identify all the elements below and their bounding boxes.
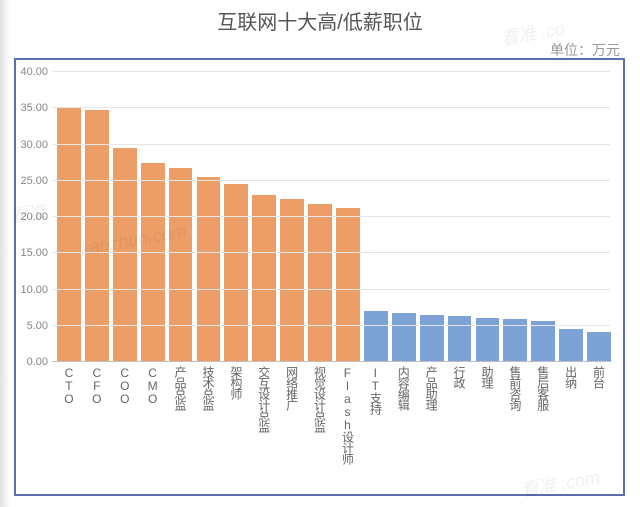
gridline [52, 325, 610, 326]
x-tick-label: CMO [146, 366, 160, 405]
chart-title: 互联网十大高/低薪职位 [0, 6, 640, 35]
x-tick-label: CFO [90, 366, 104, 405]
x-tick-label: 行政 [451, 366, 468, 388]
x-tick-label: 前台 [591, 366, 608, 388]
x-tick-label: 网络推广 [284, 366, 301, 410]
x-tick-label: 产品助理 [423, 366, 440, 410]
bars-container [52, 72, 610, 362]
bar [280, 199, 304, 362]
x-tick-label: 出纳 [563, 366, 580, 388]
x-tick-label: 交互设计总监 [256, 366, 273, 432]
y-tick-label: 0.00 [27, 356, 52, 368]
gridline [52, 289, 610, 290]
x-tick-label: Flash设计师 [339, 366, 356, 464]
plot-area: 0.005.0010.0015.0020.0025.0030.0035.0040… [52, 72, 610, 362]
y-tick-label: 5.00 [27, 320, 52, 332]
gridline [52, 71, 610, 72]
bar [448, 316, 472, 362]
x-tick-label: 售后客服 [535, 366, 552, 410]
gridline [52, 252, 610, 253]
y-tick-label: 15.00 [20, 247, 52, 259]
bar [559, 329, 583, 362]
x-tick-label: CTO [62, 366, 76, 405]
bar [531, 321, 555, 362]
y-tick-label: 40.00 [20, 66, 52, 78]
gridline [52, 107, 610, 108]
bar [392, 313, 416, 362]
left-shadow [0, 0, 10, 507]
bar [224, 184, 248, 362]
x-tick-label: COO [118, 366, 132, 405]
gridline [52, 144, 610, 145]
y-tick-label: 10.00 [20, 284, 52, 296]
x-tick-label: 内容编辑 [395, 366, 412, 410]
unit-label: 单位：万元 [550, 40, 620, 60]
bar [336, 208, 360, 362]
x-tick-label: 售前咨询 [507, 366, 524, 410]
figure: 互联网十大高/低薪职位 单位：万元 0.005.0010.0015.0020.0… [0, 0, 640, 507]
bar [252, 195, 276, 362]
x-tick-label: 视觉设计总监 [312, 366, 329, 432]
x-tick-label: 技术总监 [200, 366, 217, 410]
y-tick-label: 20.00 [20, 211, 52, 223]
bar [420, 315, 444, 362]
bar [308, 204, 332, 362]
x-tick-label: 架构师 [228, 366, 245, 399]
y-tick-label: 30.00 [20, 139, 52, 151]
x-tick-label: IT支持 [367, 366, 384, 414]
bar [587, 332, 611, 362]
bar [197, 177, 221, 362]
bar [141, 163, 165, 362]
bar [364, 311, 388, 362]
y-tick-label: 25.00 [20, 175, 52, 187]
bar [169, 168, 193, 362]
x-tick-label: 助理 [479, 366, 496, 388]
gridline [52, 180, 610, 181]
y-tick-label: 35.00 [20, 102, 52, 114]
x-axis-line [52, 361, 610, 362]
gridline [52, 216, 610, 217]
x-tick-label: 产品总监 [172, 366, 189, 410]
